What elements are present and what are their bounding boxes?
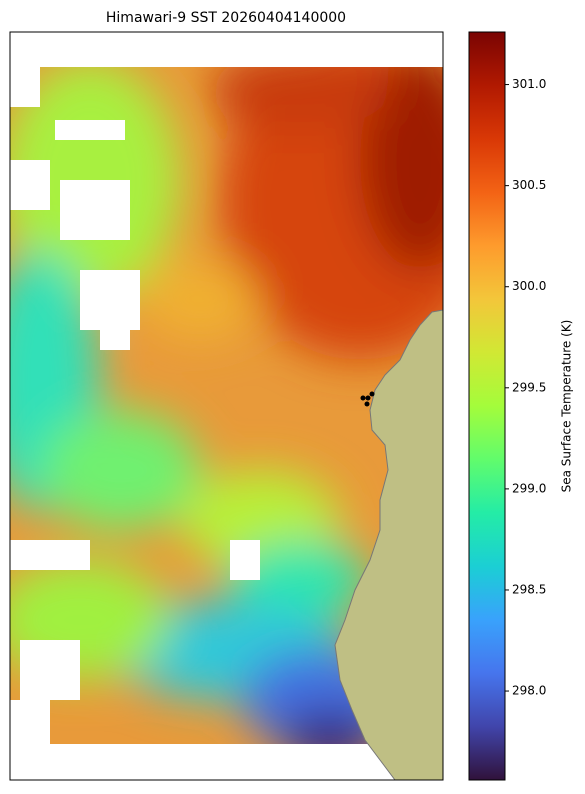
colorbar-tick-label: 301.0 — [512, 77, 546, 91]
colorbar-tick-label: 299.0 — [512, 481, 546, 495]
colorbar-label: Sea Surface Temperature (K) — [560, 320, 574, 493]
colorbar-tick-label: 300.5 — [512, 178, 546, 192]
map-frame — [9, 31, 444, 781]
stations — [360, 391, 375, 407]
colorbar-tick-label: 299.5 — [512, 380, 546, 394]
colorbar-tick-label: 298.0 — [512, 684, 546, 698]
sst-field — [10, 67, 443, 744]
colorbar-tick-label: 298.5 — [512, 582, 546, 596]
land — [334, 309, 444, 781]
colorbar — [468, 31, 506, 781]
colorbar-tick-label: 300.0 — [512, 279, 546, 293]
map-title: Himawari-9 SST 20260404140000 — [106, 10, 346, 26]
